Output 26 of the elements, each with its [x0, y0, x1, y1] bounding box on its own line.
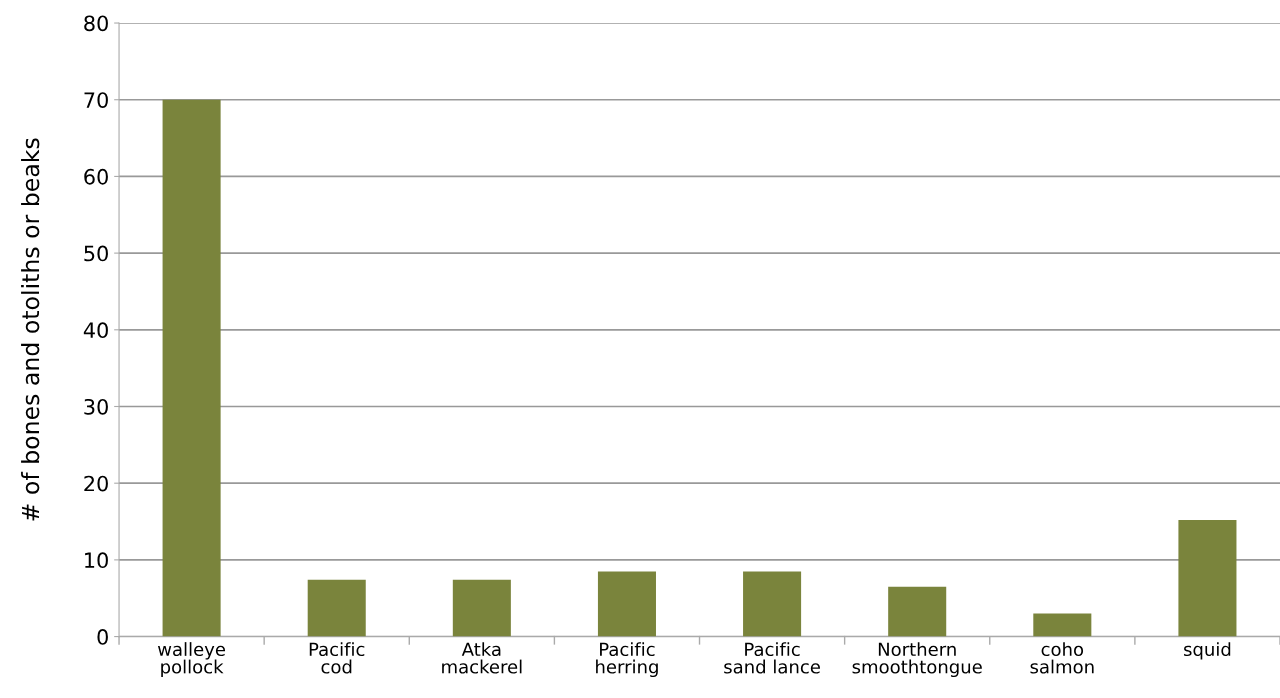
- x-tick-label: walleye pollock: [157, 642, 226, 678]
- x-tick-label: Pacific sand lance: [724, 642, 820, 674]
- bar: [1178, 520, 1237, 637]
- y-axis-title: # of bones and otoliths or beaks: [21, 138, 40, 521]
- y-tick-label: 10: [85, 552, 108, 569]
- x-tick-label: Northern smoothtongue: [852, 642, 982, 678]
- bar: [597, 571, 656, 637]
- x-tick-label: Atka mackerel: [442, 642, 522, 674]
- bar: [162, 99, 221, 637]
- x-tick-label: squid: [1184, 642, 1231, 660]
- y-tick-label: 40: [83, 322, 108, 339]
- x-tick-label: Pacific cod: [309, 642, 365, 674]
- x-tick-label: Pacific herring: [596, 642, 658, 678]
- y-tick-label: 0: [97, 629, 108, 645]
- bar: [452, 579, 511, 637]
- y-tick-label: 30: [84, 398, 108, 415]
- y-tick-label: 80: [84, 15, 108, 32]
- bar: [1033, 613, 1092, 637]
- bar: [743, 571, 802, 637]
- y-tick-label: 50: [84, 245, 108, 262]
- x-tick-label: coho salmon: [1030, 642, 1094, 674]
- y-tick-label: 20: [84, 475, 108, 492]
- y-tick-label: 60: [84, 168, 108, 185]
- bar: [888, 586, 947, 637]
- bar: [307, 579, 366, 637]
- y-tick-label: 70: [84, 92, 108, 108]
